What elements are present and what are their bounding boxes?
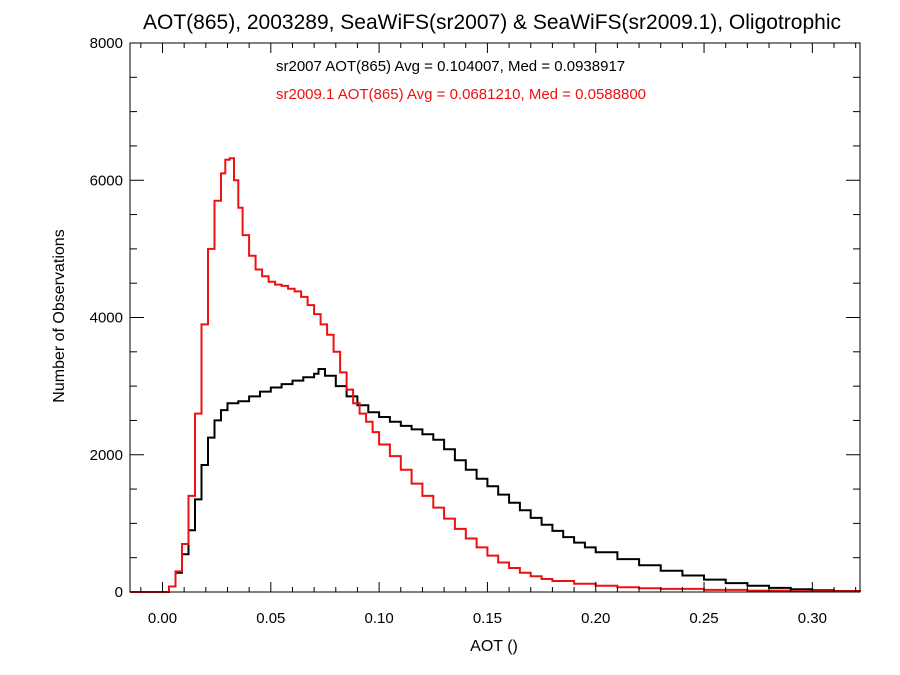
x-tick-label: 0.15 bbox=[473, 610, 502, 627]
y-tick-label: 6000 bbox=[90, 172, 123, 189]
series-line-sr2007 bbox=[130, 368, 861, 593]
x-tick-label: 0.00 bbox=[148, 610, 177, 627]
x-tick-label: 0.20 bbox=[581, 610, 610, 627]
chart-title: AOT(865), 2003289, SeaWiFS(sr2007) & Sea… bbox=[143, 11, 841, 34]
series-line-sr2009.1 bbox=[130, 157, 861, 593]
y-tick-label: 4000 bbox=[90, 310, 123, 327]
axes: 0.00 0.05 0.10 0.15 0.20 0.25 0.30 0 2000 4000 600… bbox=[90, 35, 861, 627]
annotation-sr2009: sr2009.1 AOT(865) Avg = 0.0681210, Med =… bbox=[276, 86, 646, 103]
annotation-sr2007: sr2007 AOT(865) Avg = 0.104007, Med = 0.… bbox=[276, 58, 625, 75]
y-tick-label: 0 bbox=[115, 584, 123, 601]
y-tick-label: 8000 bbox=[90, 35, 123, 52]
x-tick-label: 0.25 bbox=[689, 610, 718, 627]
x-axis-title: AOT () bbox=[470, 638, 518, 655]
plot-frame bbox=[129, 42, 861, 593]
series-layer bbox=[130, 157, 861, 593]
y-tick-label: 2000 bbox=[90, 447, 123, 464]
x-tick-label: 0.10 bbox=[365, 610, 394, 627]
x-tick-label: 0.05 bbox=[256, 610, 285, 627]
y-axis-title: Number of Observations bbox=[51, 229, 68, 402]
chart-annotations: sr2007 AOT(865) Avg = 0.104007, Med = 0.… bbox=[276, 58, 646, 103]
x-tick-label: 0.30 bbox=[798, 610, 827, 627]
